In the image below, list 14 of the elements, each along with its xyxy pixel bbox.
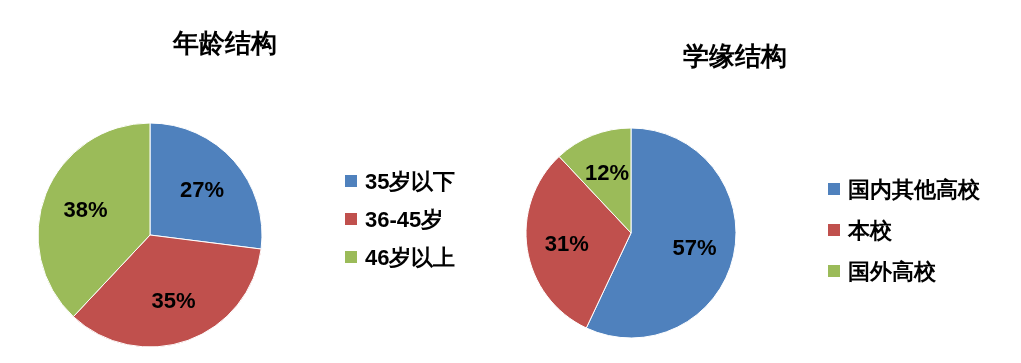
legend-label: 国外高校: [848, 259, 937, 284]
chart-title: 学缘结构: [683, 41, 787, 71]
chart-title: 年龄结构: [172, 28, 277, 58]
data-label: 35%: [151, 288, 196, 314]
data-label: 38%: [63, 197, 108, 223]
legend-label: 国内其他高校: [848, 177, 981, 202]
legend-label: 46岁以上: [365, 245, 456, 270]
data-label: 31%: [544, 231, 589, 257]
legend-label: 36-45岁: [365, 207, 444, 232]
legend-label: 本校: [847, 218, 893, 243]
data-label: 12%: [585, 160, 630, 186]
data-label: 57%: [672, 235, 717, 261]
legend-label: 35岁以下: [365, 169, 456, 194]
data-label: 27%: [180, 177, 225, 203]
